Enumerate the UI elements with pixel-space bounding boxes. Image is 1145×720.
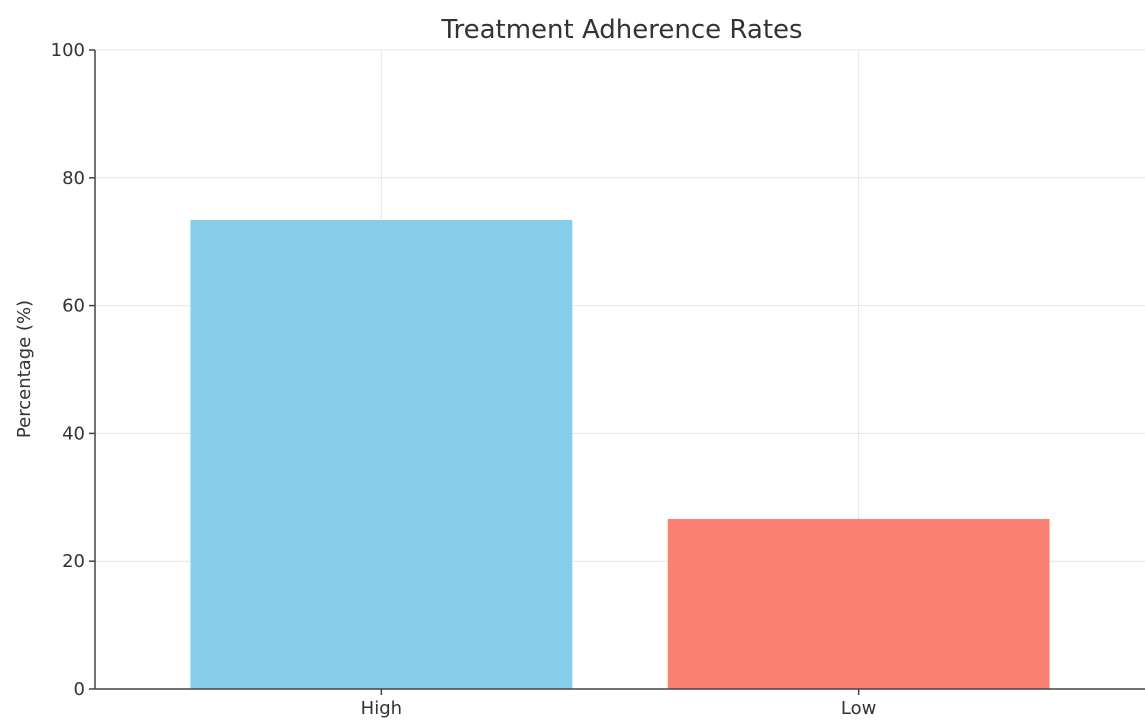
y-axis-label: Percentage (%) <box>14 300 35 438</box>
chart-title: Treatment Adherence Rates <box>440 15 802 45</box>
y-tick-label-4: 80 <box>62 168 85 189</box>
y-tick-label-1: 20 <box>62 551 85 572</box>
x-tick-label-high: High <box>361 698 402 719</box>
y-tick-label-3: 60 <box>62 296 85 317</box>
y-tick-label-0: 0 <box>74 679 85 700</box>
y-tick-label-2: 40 <box>62 423 85 444</box>
bars <box>190 219 1050 689</box>
bar-low <box>667 519 1050 689</box>
x-tick-label-low: Low <box>841 698 876 719</box>
y-tick-label-5: 100 <box>51 40 85 61</box>
axes <box>94 50 1145 690</box>
bar-high <box>190 219 573 689</box>
y-ticks: 0 20 40 60 80 100 <box>51 40 95 700</box>
x-ticks: High Low <box>361 689 876 719</box>
